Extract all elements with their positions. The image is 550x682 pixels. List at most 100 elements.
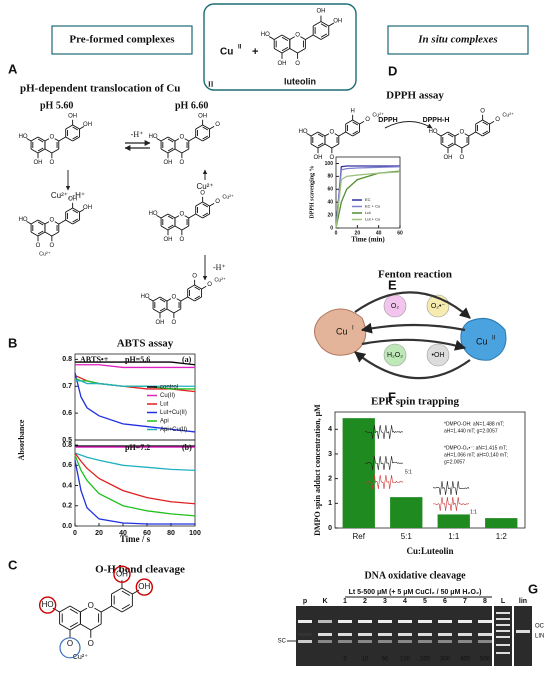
atom-label: O xyxy=(180,212,185,218)
y-tick-label: 1 xyxy=(328,500,332,507)
bond xyxy=(167,309,174,313)
bond xyxy=(203,202,210,206)
ligand-name: luteolin xyxy=(284,76,316,86)
lane-label: p xyxy=(303,598,307,605)
bond xyxy=(182,149,189,153)
atom-label: OH xyxy=(316,9,325,15)
band xyxy=(378,633,392,636)
band xyxy=(358,633,372,636)
inset-label: 1:1 xyxy=(470,509,477,515)
atom-label: OH xyxy=(164,160,173,166)
bond xyxy=(339,132,346,136)
atom-label: OH xyxy=(138,582,150,591)
x-tick-label: 40 xyxy=(376,230,382,236)
bond xyxy=(476,120,483,124)
series-line xyxy=(75,455,195,516)
bond xyxy=(174,309,181,313)
bond xyxy=(73,125,80,129)
bond xyxy=(52,232,59,236)
panel-letter: B xyxy=(8,335,17,350)
bond xyxy=(274,35,282,40)
y-tick-label: 80 xyxy=(327,174,333,180)
bar xyxy=(485,518,517,528)
dose-label: 400 xyxy=(460,657,471,663)
x-tick-label: 0 xyxy=(73,530,77,537)
atom-label: O xyxy=(215,122,220,128)
bond xyxy=(175,226,182,230)
bond xyxy=(181,297,188,301)
atom-label: HO xyxy=(261,32,270,38)
x-tick-label: 5:1 xyxy=(401,532,413,541)
atom-label: O xyxy=(180,237,185,243)
bond xyxy=(73,220,80,224)
atom-label: OH xyxy=(116,569,128,578)
legend-label: Lut xyxy=(365,210,371,215)
band xyxy=(298,620,312,623)
x-tick-label: 20 xyxy=(95,530,103,537)
y-axis-label: Absorbance xyxy=(17,419,26,460)
bond xyxy=(483,120,490,124)
y-tick-label: 100 xyxy=(325,161,334,167)
band xyxy=(378,620,392,623)
atom-label: O xyxy=(207,282,212,288)
epr-note: *DMPO-OH: aN=1.488 mT; xyxy=(444,421,504,427)
step-label: Cu²⁺ xyxy=(196,182,213,191)
bond xyxy=(332,144,339,148)
band xyxy=(418,633,432,636)
bond xyxy=(31,137,38,141)
bar xyxy=(343,418,375,528)
bond xyxy=(161,226,168,230)
reagent: DPPH xyxy=(378,117,397,124)
band xyxy=(318,633,332,636)
atom-label: H xyxy=(350,108,354,114)
species-label: O₂ xyxy=(391,303,399,310)
copper-label: Cu xyxy=(476,336,488,346)
bond xyxy=(122,588,132,594)
atom-label: O xyxy=(495,117,500,123)
x-tick-label: 1:1 xyxy=(448,532,460,541)
x-tick-label: 0 xyxy=(335,230,338,236)
band xyxy=(358,640,372,643)
band xyxy=(496,624,510,626)
bond xyxy=(66,208,73,212)
series-line xyxy=(75,453,195,504)
y-axis-label: DMPO spin adduct concentration, μM xyxy=(313,404,322,536)
bond xyxy=(441,132,448,136)
atom-label: HO xyxy=(149,134,158,140)
y-tick-label: 0 xyxy=(330,225,333,231)
legend-label: Lut + Cu xyxy=(365,217,380,222)
band xyxy=(496,618,510,620)
y-tick-label: 0.8 xyxy=(62,442,72,449)
spectrum xyxy=(433,481,469,495)
bond xyxy=(59,137,66,141)
x-tick-label: 40 xyxy=(119,530,127,537)
lane-label: 6 xyxy=(443,598,447,605)
bond xyxy=(448,144,455,148)
atom-label: O xyxy=(50,218,55,224)
band-label: OC xyxy=(535,624,545,630)
bond xyxy=(189,137,196,141)
bond xyxy=(282,49,290,54)
atom-label: O xyxy=(67,639,73,648)
band xyxy=(478,640,492,643)
section-label: In situ complexes xyxy=(417,34,497,46)
bond xyxy=(441,144,448,148)
lane-label: 5 xyxy=(423,598,427,605)
species-label: H₂O₂ xyxy=(387,352,403,359)
epr-note: g=2.0057 xyxy=(444,459,465,465)
x-tick-label: 60 xyxy=(397,230,403,236)
bond xyxy=(73,137,80,141)
bond xyxy=(196,202,203,206)
bond xyxy=(189,214,196,218)
bond xyxy=(38,137,45,141)
bond xyxy=(321,35,329,40)
bond xyxy=(313,35,321,40)
bond xyxy=(196,214,203,218)
bond xyxy=(31,220,38,224)
bond xyxy=(153,309,160,313)
lane-label: 2 xyxy=(363,598,367,605)
copper-label: Cu²⁺ xyxy=(502,113,514,119)
bond xyxy=(168,137,175,141)
y-tick-label: 2 xyxy=(328,475,332,482)
atom-label: O xyxy=(460,130,465,136)
